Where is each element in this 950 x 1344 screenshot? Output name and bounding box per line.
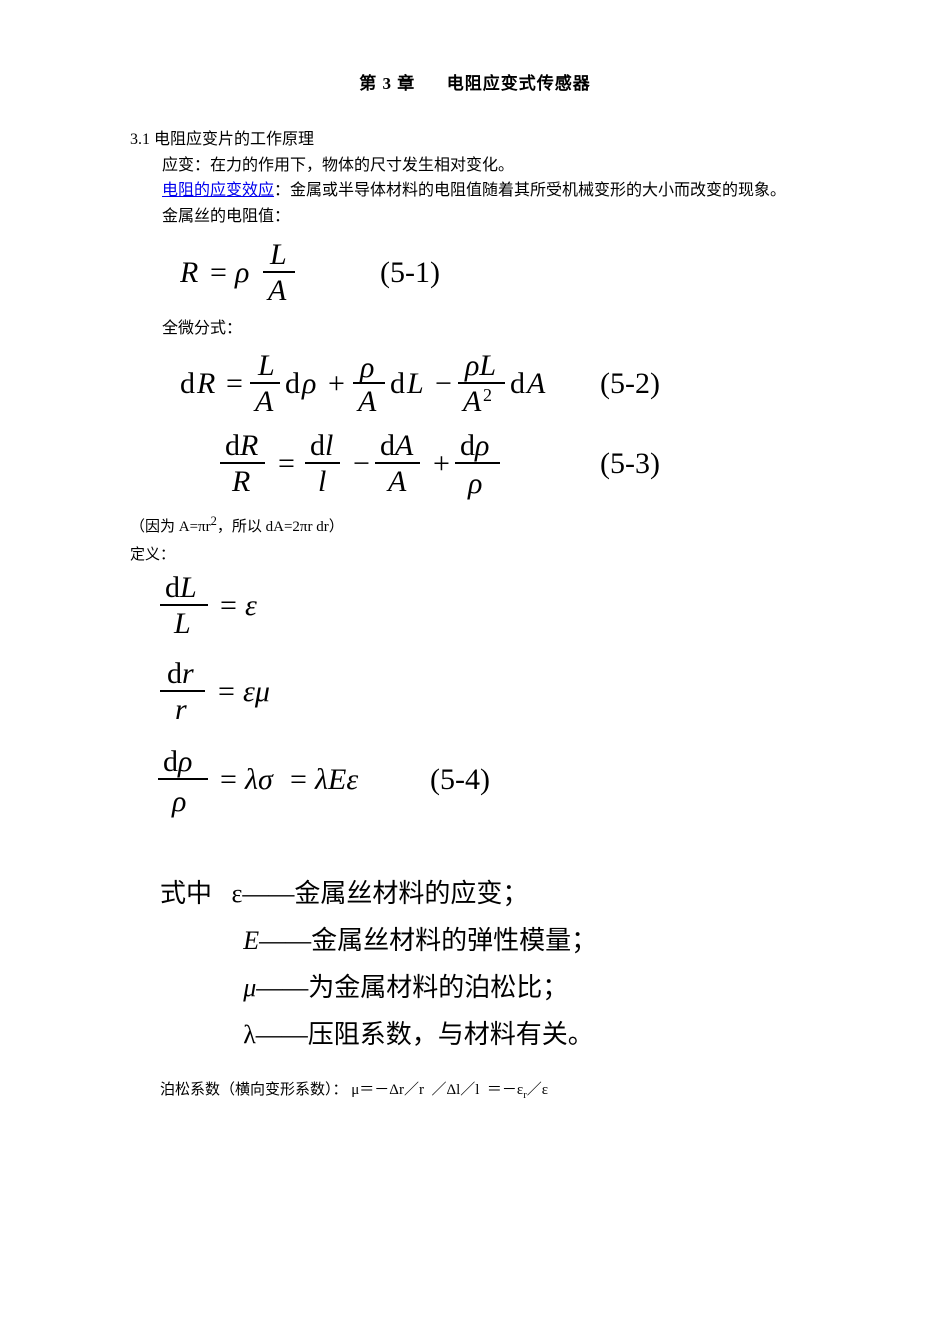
- svg-text:=: =: [226, 367, 243, 400]
- svg-text:ρ: ρ: [359, 351, 374, 384]
- svg-text:dρ: dρ: [460, 429, 489, 462]
- svg-text:A: A: [461, 385, 482, 418]
- svg-text:d: d: [510, 367, 525, 400]
- definition-equations: dL L = ε dr r = εμ dρ ρ = λσ = λEε (5-4): [130, 571, 820, 851]
- legend-line-E: E——金属丝材料的弹性模量；: [160, 918, 820, 965]
- effect-definition: 电阻的应变效应：金属或半导体材料的电阻值随着其所受机械变形的大小而改变的现象。: [130, 178, 820, 204]
- document-page: 第 3 章 电阻应变式传感器 3.1 电阻应变片的工作原理 应变：在力的作用下，…: [0, 0, 950, 1160]
- svg-text:L: L: [173, 607, 191, 640]
- svg-text:+: +: [433, 447, 450, 480]
- svg-text:d: d: [285, 367, 300, 400]
- svg-text:l: l: [318, 465, 326, 498]
- svg-text:λEε: λEε: [314, 763, 358, 796]
- svg-text:L: L: [406, 367, 424, 400]
- area-note: （因为 A=πr2，所以 dA=2πr dr）: [130, 511, 820, 539]
- defs-svg: dL L = ε dr r = εμ dρ ρ = λσ = λEε (5-4): [130, 571, 610, 851]
- svg-text:2: 2: [483, 385, 492, 405]
- svg-text:+: +: [328, 367, 345, 400]
- svg-text:=: =: [218, 675, 235, 708]
- legend-E-symbol: E: [243, 926, 259, 955]
- svg-text:ρ: ρ: [301, 367, 316, 400]
- eq-5-1-svg: R = ρ L A (5-1): [180, 238, 560, 308]
- equation-5-2: dR = L A dρ + ρ A dL − ρL A2 dA (5-2): [180, 349, 820, 421]
- svg-text:dρ: dρ: [163, 745, 192, 778]
- section-heading: 3.1 电阻应变片的工作原理: [130, 127, 820, 153]
- svg-text:A: A: [386, 465, 407, 498]
- eq-5-4-number: (5-4): [430, 763, 490, 796]
- svg-text:=: =: [210, 256, 227, 289]
- eq-5-2-number: (5-2): [600, 367, 660, 400]
- legend-intro: 式中: [160, 879, 212, 908]
- legend-mu-text: ——为金属材料的泊松比；: [256, 973, 568, 1002]
- define-label: 定义：: [130, 543, 820, 567]
- eq-5-3-number: (5-3): [600, 447, 660, 480]
- svg-text:dA: dA: [380, 429, 414, 462]
- svg-text:εμ: εμ: [243, 675, 270, 708]
- svg-text:ρ: ρ: [467, 467, 482, 500]
- svg-text:A: A: [253, 385, 274, 418]
- legend-line-eps: 式中 ε——金属丝材料的应变；: [160, 871, 820, 918]
- svg-text:dl: dl: [310, 429, 333, 462]
- svg-text:ρ: ρ: [171, 785, 186, 818]
- svg-text:dL: dL: [165, 571, 197, 604]
- strain-effect-link[interactable]: 电阻的应变效应: [162, 182, 274, 199]
- eq-5-2-svg: dR = L A dρ + ρ A dL − ρL A2 dA (5-2): [180, 349, 800, 421]
- legend-line-mu: μ——为金属材料的泊松比；: [160, 965, 820, 1012]
- svg-text:R: R: [180, 256, 198, 289]
- chapter-heading: 第 3 章 电阻应变式传感器: [130, 70, 820, 97]
- chapter-label: 第 3 章: [359, 74, 415, 93]
- poisson-label: 泊松系数（横向变形系数）：: [160, 1082, 348, 1098]
- section-number: 3.1: [130, 131, 150, 148]
- svg-text:dR: dR: [225, 429, 258, 462]
- svg-text:d: d: [390, 367, 405, 400]
- section-title: 电阻应变片的工作原理: [154, 131, 314, 148]
- symbol-legend: 式中 ε——金属丝材料的应变； E——金属丝材料的弹性模量； μ——为金属材料的…: [160, 871, 820, 1058]
- svg-text:L: L: [257, 349, 275, 382]
- svg-text:A: A: [266, 274, 287, 307]
- legend-line-lambda: λ——压阻系数，与材料有关。: [160, 1012, 820, 1059]
- poisson-definition: 泊松系数（横向变形系数）： μ＝－Δr／r ／Δl／l ＝－εr／ε: [130, 1078, 820, 1105]
- svg-text:A: A: [525, 367, 546, 400]
- eq-5-3-svg: dR R = dl l − dA A + dρ ρ (5-3): [220, 429, 780, 503]
- area-note-suffix: ，所以 dA=2πr dr）: [217, 519, 344, 535]
- svg-text:L: L: [269, 238, 287, 271]
- svg-text:=: =: [278, 447, 295, 480]
- svg-text:r: r: [175, 693, 187, 726]
- total-differential-label: 全微分式：: [130, 316, 820, 342]
- svg-text:R: R: [196, 367, 215, 400]
- effect-definition-text: ：金属或半导体材料的电阻值随着其所受机械变形的大小而改变的现象。: [274, 182, 786, 199]
- chapter-title-text: 电阻应变式传感器: [447, 74, 591, 93]
- svg-text:R: R: [231, 465, 250, 498]
- wire-resistance-label: 金属丝的电阻值：: [130, 204, 820, 230]
- svg-text:ε: ε: [245, 589, 257, 622]
- legend-eps: ε——金属丝材料的应变；: [232, 879, 529, 908]
- equation-5-3: dR R = dl l − dA A + dρ ρ (5-3): [220, 429, 820, 503]
- svg-text:ρ: ρ: [234, 256, 249, 289]
- svg-text:−: −: [353, 447, 370, 480]
- svg-text:A: A: [356, 385, 377, 418]
- legend-lambda-text: λ——压阻系数，与材料有关。: [243, 1020, 594, 1049]
- svg-text:λσ: λσ: [244, 763, 274, 796]
- legend-E-text: ——金属丝材料的弹性模量；: [259, 926, 597, 955]
- svg-text:d: d: [180, 367, 195, 400]
- svg-text:=: =: [220, 589, 237, 622]
- legend-mu-symbol: μ: [243, 973, 256, 1002]
- eq-5-1-number: (5-1): [380, 256, 440, 289]
- strain-definition: 应变：在力的作用下，物体的尺寸发生相对变化。: [130, 153, 820, 179]
- svg-text:=: =: [220, 763, 237, 796]
- svg-text:=: =: [290, 763, 307, 796]
- svg-text:−: −: [435, 367, 452, 400]
- svg-text:ρL: ρL: [464, 349, 496, 382]
- svg-text:dr: dr: [167, 657, 194, 690]
- area-note-prefix: （因为 A=πr: [130, 519, 211, 535]
- equation-5-1: R = ρ L A (5-1): [180, 238, 820, 308]
